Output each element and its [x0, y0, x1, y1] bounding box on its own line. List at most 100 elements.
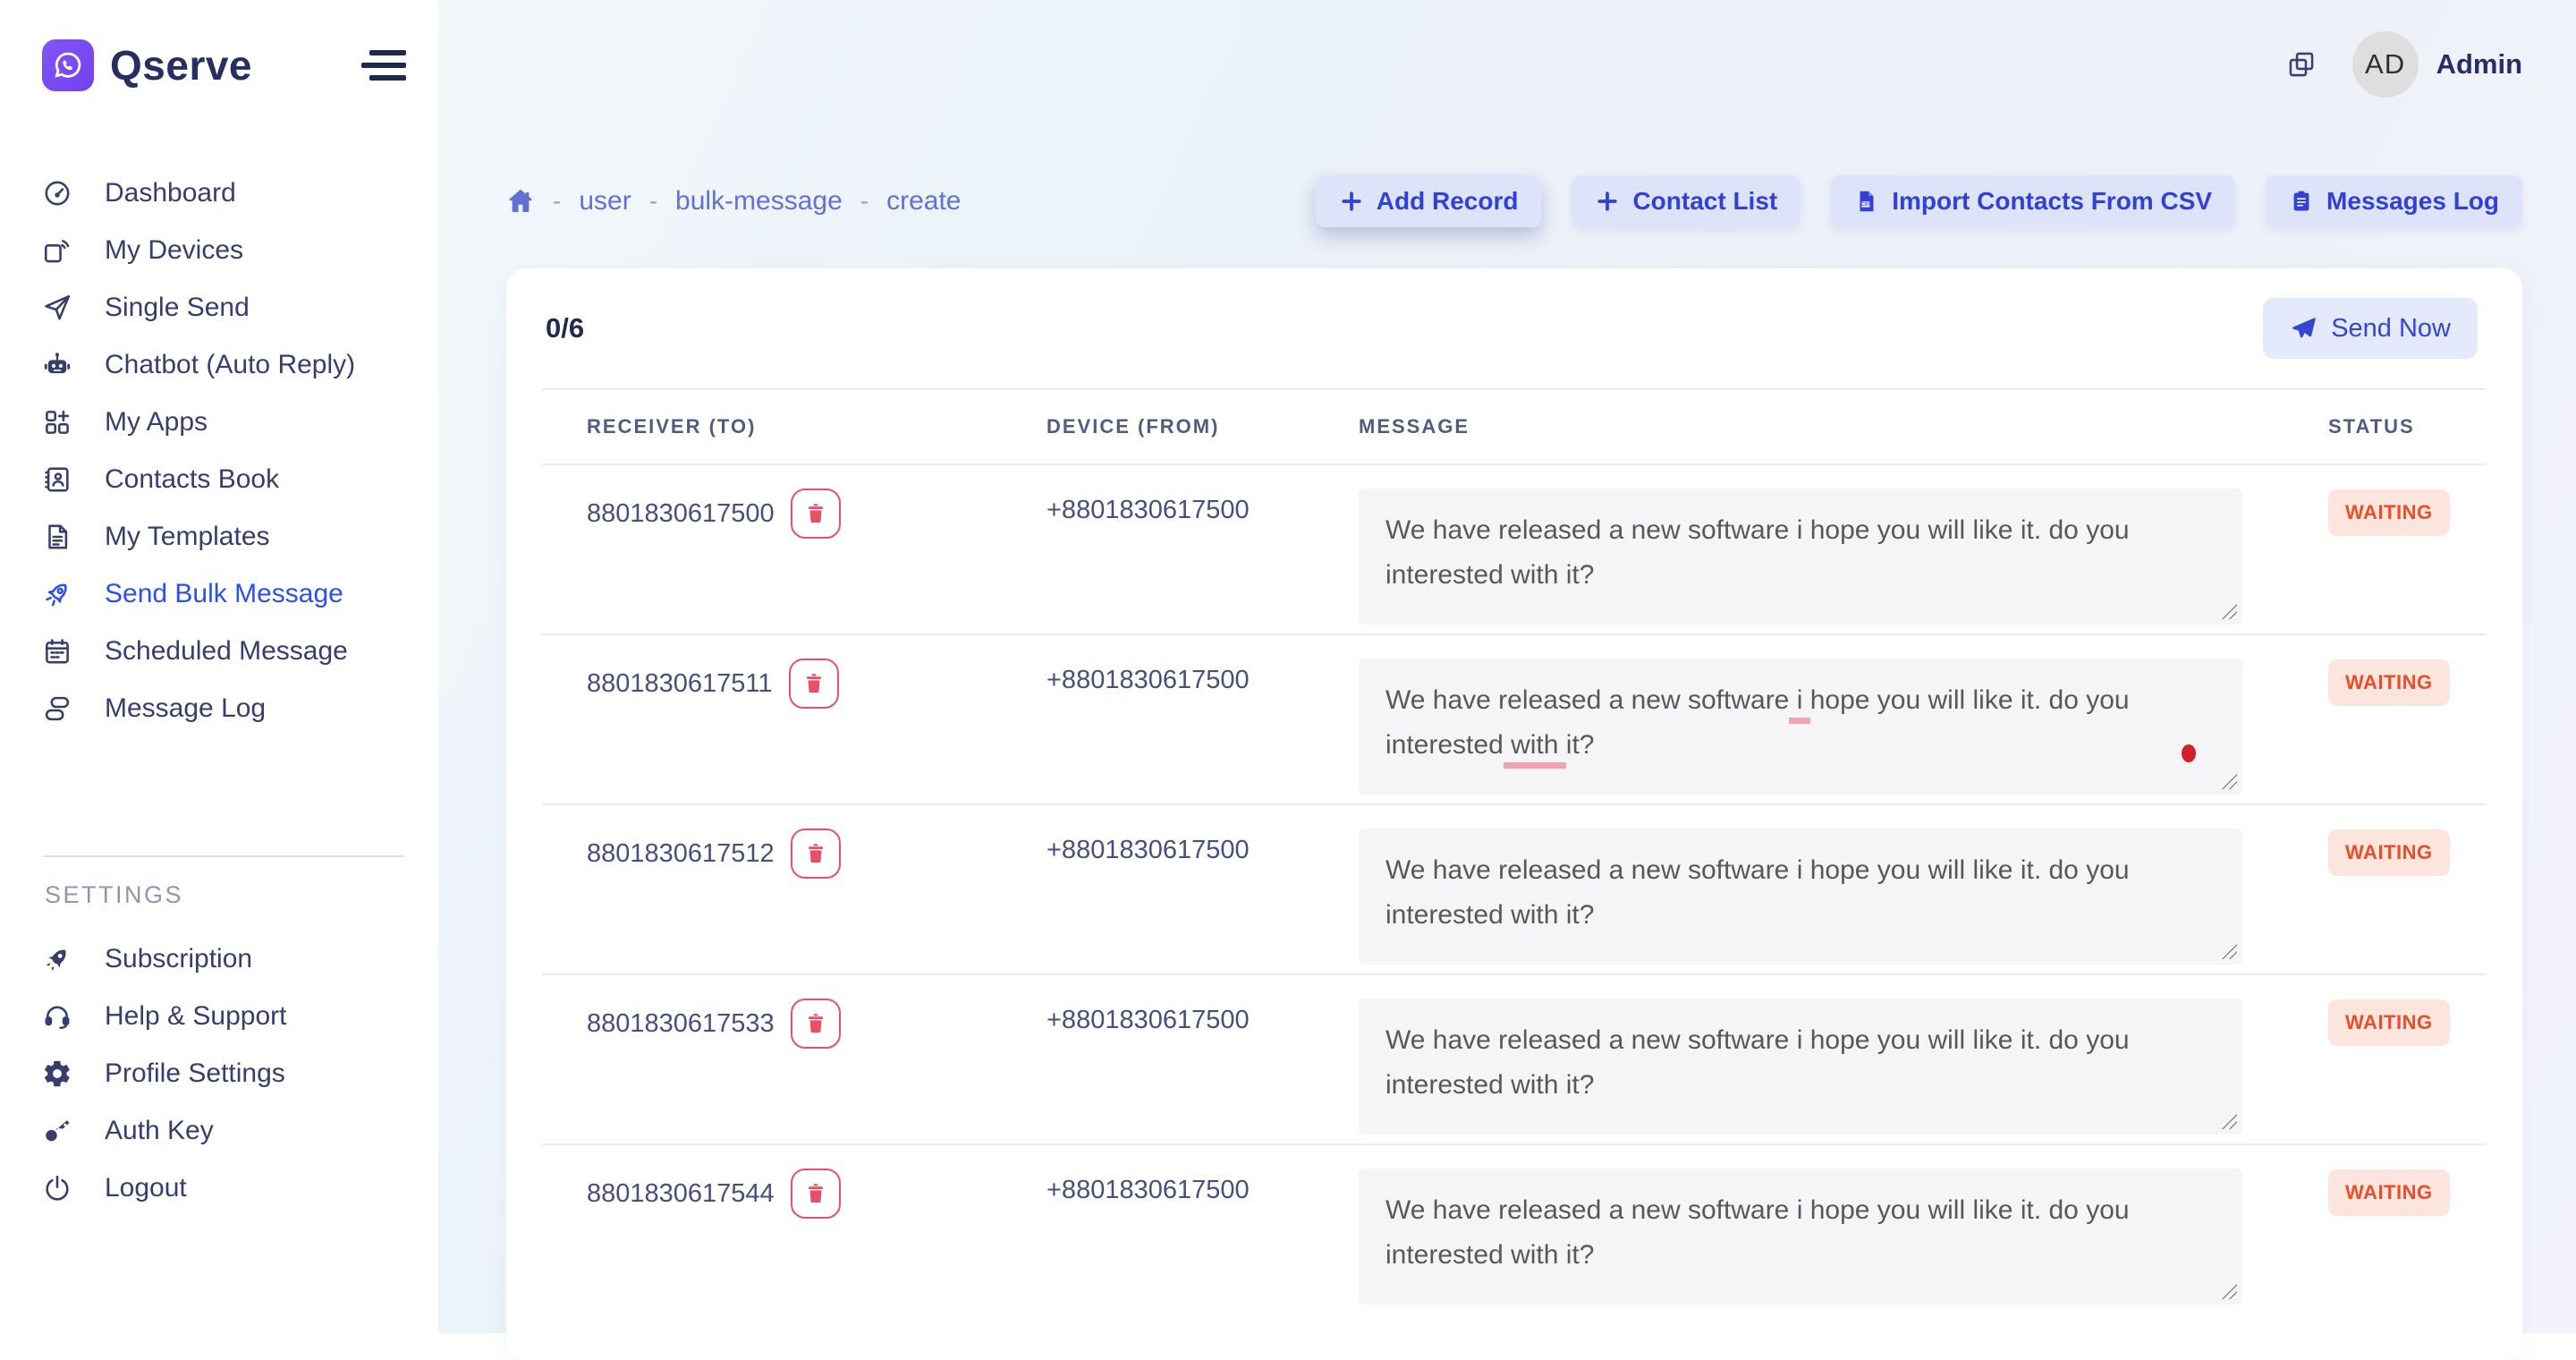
device-number: +8801830617500	[1046, 496, 1250, 524]
breadcrumb-item-user[interactable]: user	[579, 186, 631, 216]
power-icon	[40, 1171, 74, 1205]
sidebar-item-label: My Templates	[105, 522, 270, 551]
add-record-button[interactable]: Add Record	[1315, 175, 1542, 227]
sidebar-settings-nav: Subscription Help & Support Profile Sett…	[0, 931, 438, 1217]
sidebar-item-label: My Devices	[105, 235, 244, 265]
message-textarea[interactable]: We have released a new software i hope y…	[1359, 489, 2242, 625]
status-badge: WAITING	[2328, 659, 2450, 706]
table-row: 8801830617500 +8801830617500 We have rel…	[542, 463, 2487, 633]
gear-icon	[40, 1057, 74, 1091]
sidebar-item-message-log[interactable]: Message Log	[0, 680, 438, 737]
template-icon	[40, 520, 74, 554]
plus-icon	[1339, 189, 1364, 214]
grammar-dot-marker[interactable]	[2182, 744, 2196, 762]
receiver-number: 8801830617544	[587, 1178, 775, 1208]
rocket-icon	[40, 577, 74, 611]
sidebar-item-dashboard[interactable]: Dashboard	[0, 165, 438, 222]
devices-icon	[40, 234, 74, 268]
sidebar-item-scheduled-message[interactable]: Scheduled Message	[0, 623, 438, 680]
receiver-cell: 8801830617544	[587, 1145, 1046, 1219]
trash-icon	[804, 1182, 827, 1205]
progress-counter: 0/6	[546, 312, 585, 344]
import-contacts-from-csv-button[interactable]: CSV Import Contacts From CSV	[1831, 175, 2236, 227]
send-icon	[2290, 315, 2317, 342]
sidebar-item-label: Send Bulk Message	[105, 579, 343, 608]
sidebar-item-help-support[interactable]: Help & Support	[0, 988, 438, 1045]
log-icon	[40, 692, 74, 726]
trash-icon	[802, 672, 826, 695]
sidebar-item-logout[interactable]: Logout	[0, 1160, 438, 1217]
receiver-number: 8801830617500	[587, 498, 775, 528]
rocket-filled-icon	[40, 942, 74, 976]
delete-row-button[interactable]	[790, 489, 841, 539]
sidebar-item-my-templates[interactable]: My Templates	[0, 508, 438, 565]
sidebar-item-auth-key[interactable]: Auth Key	[0, 1102, 438, 1160]
breadcrumb-separator: -	[553, 187, 562, 215]
status-cell: WAITING	[2328, 975, 2487, 1046]
table-row: 8801830617544 +8801830617500 We have rel…	[542, 1143, 2487, 1313]
status-cell: WAITING	[2328, 805, 2487, 876]
copy-icon[interactable]	[2286, 49, 2317, 80]
sidebar-item-chatbot-auto-reply[interactable]: Chatbot (Auto Reply)	[0, 336, 438, 394]
bulk-message-card: 0/6 Send Now RECEIVER (TO) DEVICE (FROM)…	[506, 268, 2522, 1360]
headset-icon	[40, 999, 74, 1033]
sidebar-item-my-devices[interactable]: My Devices	[0, 222, 438, 279]
key-icon	[40, 1114, 74, 1148]
breadcrumb-item-bulk-message[interactable]: bulk-message	[675, 186, 843, 216]
sidebar-item-label: Dashboard	[105, 178, 236, 208]
sidebar-item-single-send[interactable]: Single Send	[0, 279, 438, 336]
breadcrumb-item-create[interactable]: create	[886, 186, 962, 216]
action-button-label: Messages Log	[2326, 187, 2499, 215]
user-name: Admin	[2436, 48, 2522, 80]
sidebar-item-label: Auth Key	[105, 1116, 214, 1145]
send-now-button[interactable]: Send Now	[2263, 298, 2478, 359]
messages-log-button[interactable]: Messages Log	[2266, 175, 2522, 227]
action-button-label: Add Record	[1376, 187, 1519, 215]
page-actions: Add Record Contact List CSV Import Conta…	[1315, 175, 2522, 227]
paper-plane-icon	[40, 291, 74, 325]
receiver-number: 8801830617512	[587, 838, 775, 868]
table-body: 8801830617500 +8801830617500 We have rel…	[542, 463, 2487, 1313]
brand-name: Qserve	[110, 42, 253, 89]
message-textarea[interactable]: We have released a new software i hope y…	[1359, 1169, 2242, 1305]
device-number: +8801830617500	[1046, 1006, 1250, 1034]
message-textarea[interactable]: We have released a new software i hope y…	[1359, 659, 2242, 795]
user-menu[interactable]: AD Admin	[2351, 31, 2522, 98]
sidebar-item-my-apps[interactable]: My Apps	[0, 394, 438, 451]
breadcrumb-separator: -	[648, 187, 658, 215]
message-textarea[interactable]: We have released a new software i hope y…	[1359, 999, 2242, 1135]
sidebar-item-label: Logout	[105, 1173, 187, 1203]
topbar: AD Admin	[2286, 27, 2522, 102]
delete-row-button[interactable]	[788, 659, 839, 709]
hamburger-icon[interactable]	[361, 50, 406, 82]
delete-row-button[interactable]	[790, 1169, 841, 1219]
status-badge: WAITING	[2328, 1169, 2450, 1216]
sidebar-item-label: Scheduled Message	[105, 636, 348, 666]
sidebar-item-subscription[interactable]: Subscription	[0, 931, 438, 988]
delete-row-button[interactable]	[790, 829, 841, 879]
sidebar-item-send-bulk-message[interactable]: Send Bulk Message	[0, 565, 438, 623]
trash-icon	[804, 1012, 827, 1035]
table-row: 8801830617512 +8801830617500 We have rel…	[542, 803, 2487, 973]
calendar-icon	[40, 634, 74, 668]
recipients-table: RECEIVER (TO) DEVICE (FROM) MESSAGE STAT…	[542, 388, 2487, 1313]
contact-list-button[interactable]: Contact List	[1572, 175, 1801, 227]
device-number: +8801830617500	[1046, 836, 1250, 864]
sidebar-item-profile-settings[interactable]: Profile Settings	[0, 1045, 438, 1102]
table-row: 8801830617533 +8801830617500 We have rel…	[542, 973, 2487, 1143]
home-icon[interactable]	[506, 187, 535, 216]
status-badge: WAITING	[2328, 999, 2450, 1046]
sidebar-item-label: Message Log	[105, 693, 267, 723]
apps-grid-icon	[40, 405, 74, 439]
sidebar-item-label: Profile Settings	[105, 1058, 285, 1088]
message-textarea[interactable]: We have released a new software i hope y…	[1359, 829, 2242, 965]
receiver-number: 8801830617511	[587, 668, 773, 698]
delete-row-button[interactable]	[790, 999, 841, 1049]
brand[interactable]: Qserve	[42, 39, 252, 91]
message-cell: We have released a new software i hope y…	[1359, 805, 2328, 965]
message-cell: We have released a new software i hope y…	[1359, 465, 2328, 625]
device-number: +8801830617500	[1046, 666, 1250, 694]
sidebar-item-contacts-book[interactable]: Contacts Book	[0, 451, 438, 508]
sidebar-nav: Dashboard My Devices Single Send Chatbot…	[0, 165, 438, 737]
sidebar-item-label: Help & Support	[105, 1001, 287, 1031]
